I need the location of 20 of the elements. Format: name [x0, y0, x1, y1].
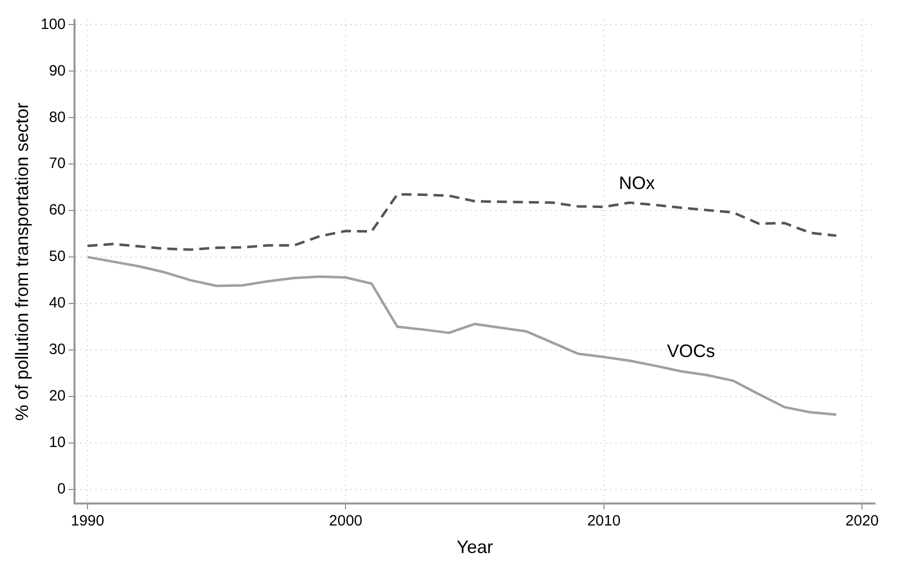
y-tick-label: 80 [48, 108, 66, 126]
x-tick-label: 1990 [70, 512, 104, 530]
line-series [86, 193, 838, 251]
y-tick-label: 50 [48, 248, 66, 266]
x-tick-label: 2010 [587, 512, 621, 530]
y-tick-label: 70 [48, 155, 66, 172]
y-tick-label: 60 [48, 202, 66, 219]
series-label: VOCs [666, 341, 715, 362]
y-tick-label: 100 [40, 16, 66, 33]
x-tick-label: 2020 [845, 512, 879, 530]
y-tick-label: 0 [57, 480, 66, 498]
x-axis-title: Year [456, 537, 493, 558]
y-tick-label: 40 [48, 294, 66, 312]
x-tick-label: 2000 [329, 512, 362, 530]
y-tick-label: 30 [48, 341, 66, 358]
y-tick-label: 20 [48, 388, 66, 405]
series-label: NOx [618, 172, 655, 194]
y-tick-label: 10 [48, 434, 66, 452]
y-tick-label: 90 [48, 62, 66, 80]
y-axis-title: % of pollution from transportation sector [12, 102, 32, 421]
